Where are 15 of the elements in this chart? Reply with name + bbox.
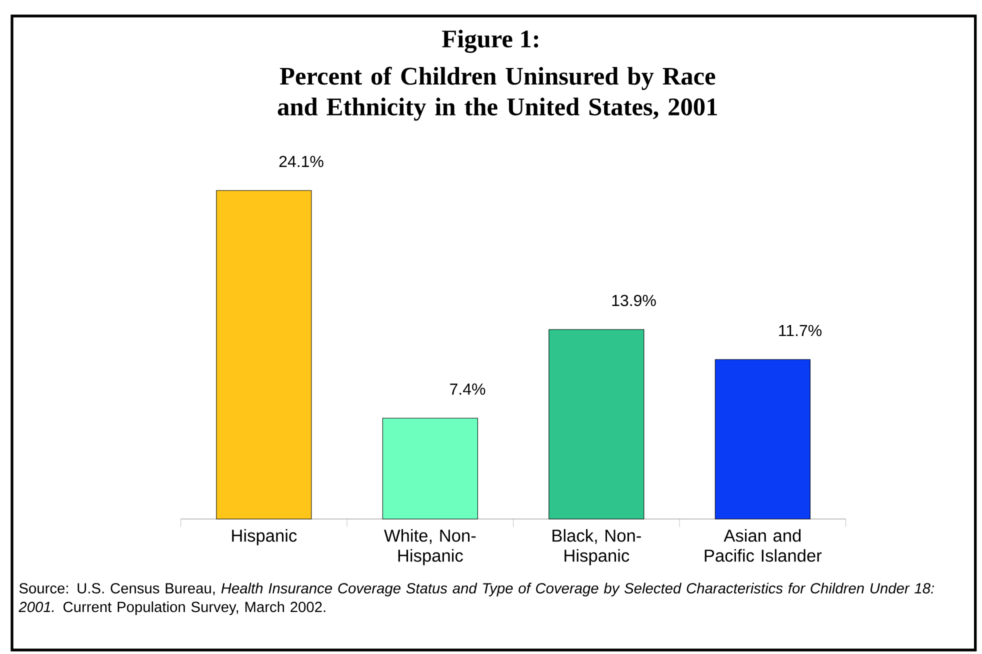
data-label: 11.7% — [779, 324, 822, 336]
x-tick-label: White, Non-Hispanic — [384, 529, 476, 566]
data-label: 7.4% — [450, 384, 486, 395]
bar — [548, 329, 644, 520]
x-tick-label: Asian and Pacific Islander — [704, 529, 822, 562]
x-tick-label: Black, Non-Hispanic — [552, 529, 641, 566]
data-label: 24.1% — [279, 156, 324, 168]
data-label: 13.9% — [612, 294, 656, 306]
bar — [216, 190, 312, 520]
bar — [714, 359, 810, 520]
x-tick-label: Hispanic — [232, 529, 297, 546]
bar — [382, 418, 478, 520]
chart-title: Figure 1: — [442, 30, 538, 53]
text: Source: U.S. Census Bureau, Health Insurance Coverage Status and Type of Coverage by Selected Characteristics for Children Under 18: 2001. Current Population Survey, March 2002. — [18, 582, 934, 616]
chart-subtitle: Percent of Children Uninsured by Race and Ethnicity in the United States, 2001 — [278, 66, 717, 121]
